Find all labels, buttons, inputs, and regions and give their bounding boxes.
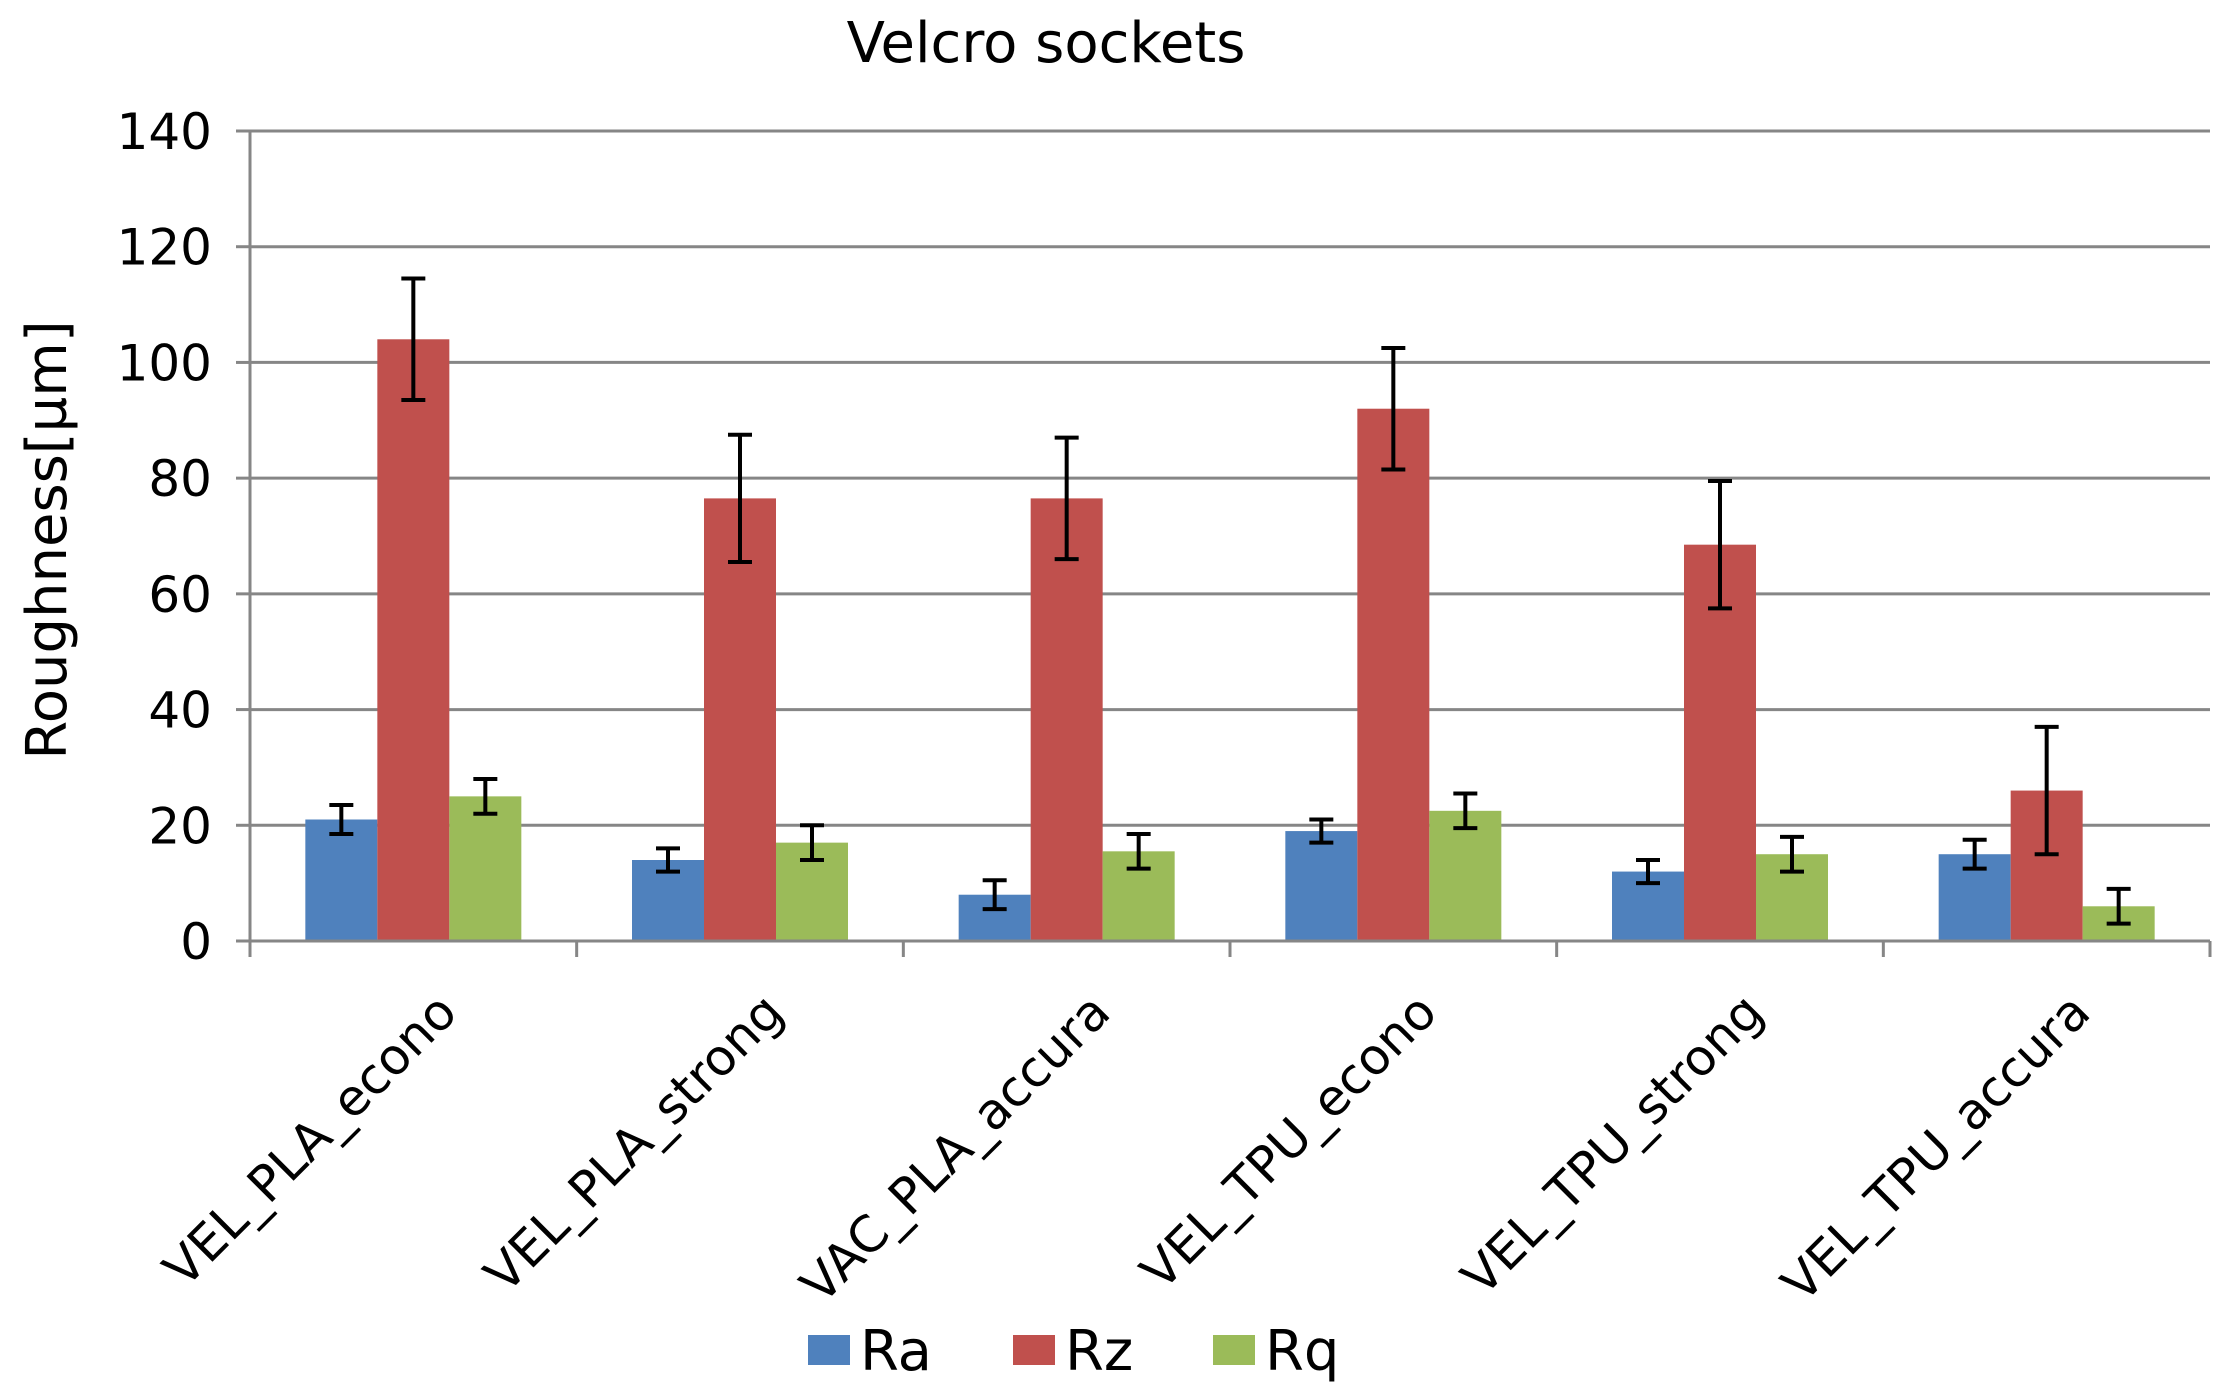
legend-swatch-rz <box>1013 1335 1055 1365</box>
y-tick-label: 120 <box>117 219 212 277</box>
gridlines <box>250 129 2210 827</box>
y-tick-label: 60 <box>148 566 212 624</box>
y-tick-label: 40 <box>148 682 212 740</box>
bar-rz <box>377 339 450 941</box>
axes <box>248 131 2212 957</box>
error-bars <box>329 276 2131 926</box>
legend: Ra Rz Rq <box>808 1319 1339 1384</box>
y-axis-ticks: 0 20 40 60 80 100 120 140 <box>117 103 250 971</box>
legend-label-rq: Rq <box>1265 1319 1339 1384</box>
x-axis-ticks: VEL_PLA_econo VEL_PLA_strongVAC_PLA_accur… <box>152 982 2101 1314</box>
bar-rz <box>1357 408 1430 941</box>
y-axis-label: Roughness[µm] <box>15 320 80 759</box>
legend-label-rz: Rz <box>1065 1319 1133 1384</box>
y-tick-label: 100 <box>117 334 212 392</box>
bar-rq <box>1429 810 1502 941</box>
chart-title: Velcro sockets <box>847 11 1246 76</box>
bar-rq <box>449 796 522 941</box>
bars <box>305 339 2155 941</box>
y-tick-label: 20 <box>148 797 212 855</box>
x-tick-label: VEL_TPU_econo <box>1130 982 1448 1300</box>
legend-swatch-ra <box>808 1335 850 1365</box>
x-tick-label: VEL_PLA_econo <box>152 982 467 1297</box>
bar-rz <box>1030 498 1103 941</box>
legend-label-ra: Ra <box>860 1319 932 1384</box>
y-tick-label: 0 <box>180 913 212 971</box>
x-tick-label: VEL_TPU_strong <box>1451 982 1775 1306</box>
bar-ra <box>305 819 378 941</box>
bar-ra <box>1285 831 1358 941</box>
y-tick-label: 80 <box>148 450 212 508</box>
x-tick-label: VEL_PLA_strong <box>473 982 794 1303</box>
x-tick-label: VEL_TPU_accura <box>1771 982 2102 1313</box>
y-tick-label: 140 <box>117 103 212 161</box>
bar-rz <box>1684 544 1756 941</box>
legend-swatch-rq <box>1213 1335 1255 1365</box>
x-tick-label: VAC_PLA_accura <box>789 982 1121 1314</box>
bar-rz <box>704 498 776 941</box>
